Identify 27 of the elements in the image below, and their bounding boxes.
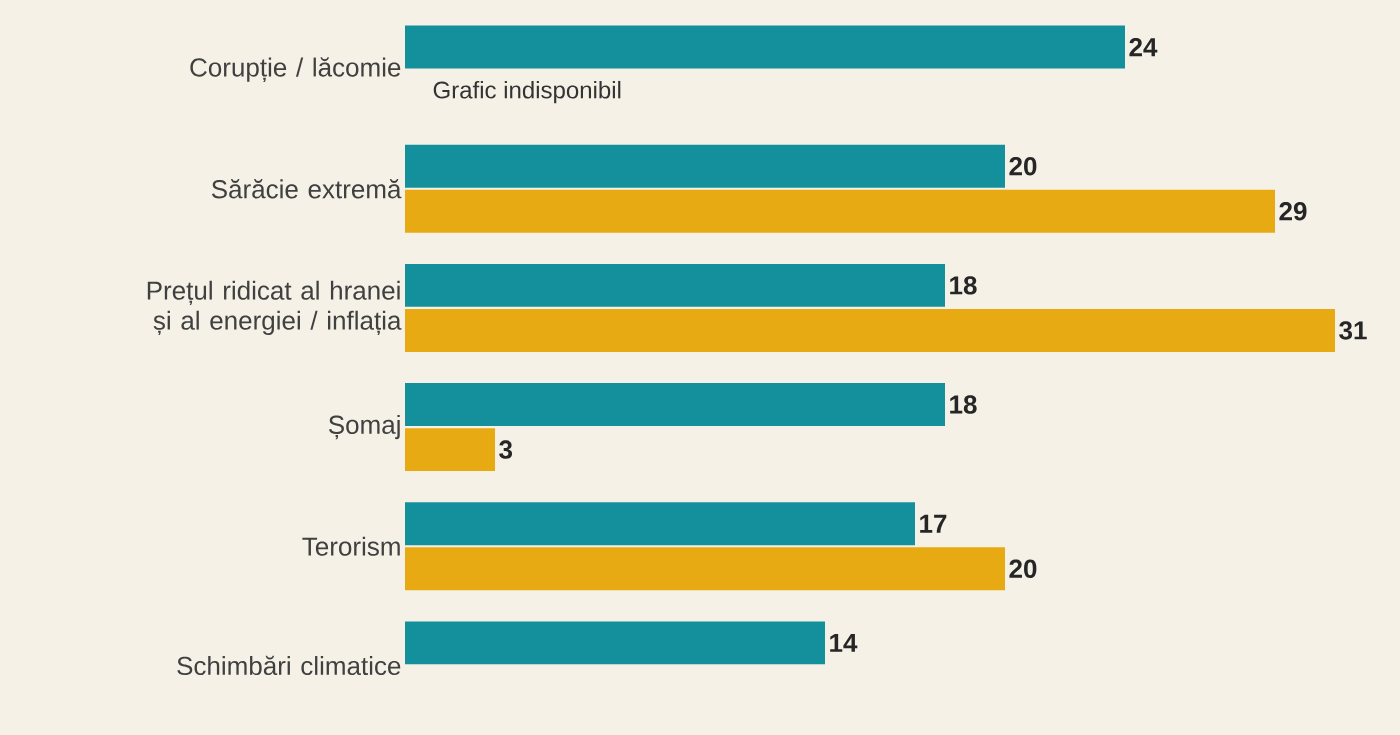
bar <box>405 428 495 472</box>
bar <box>405 547 1005 591</box>
data-label: 17 <box>920 514 947 533</box>
y-tick-label: Schimbări climatice <box>177 655 401 676</box>
y-tick-label: Terorism <box>302 536 400 556</box>
y-tick-label: Șomaj <box>328 414 400 440</box>
data-label: 18 <box>950 276 977 295</box>
data-label: 14 <box>830 633 858 652</box>
data-label: 29 <box>1279 202 1307 221</box>
annotation: Grafic indisponibil <box>433 80 621 104</box>
data-label: 24 <box>1129 37 1158 57</box>
data-label: 18 <box>950 395 977 414</box>
bar <box>405 308 1335 352</box>
bar <box>405 502 915 546</box>
data-label: 31 <box>1339 321 1367 340</box>
y-tick-label: Sărăcie extremă <box>211 179 402 199</box>
bar <box>405 144 1005 188</box>
data-label: 20 <box>1009 559 1037 578</box>
bar <box>405 189 1275 233</box>
bar <box>405 383 945 427</box>
data-label: 3 <box>499 440 513 459</box>
y-tick-label: Corupție / lăcomie <box>190 57 401 82</box>
bar <box>405 263 945 307</box>
bar <box>405 25 1125 69</box>
bar <box>405 621 826 665</box>
y-tick-label: Prețul ridicat al hranei și al energiei / inflația <box>147 280 402 336</box>
data-label: 20 <box>1009 157 1037 176</box>
